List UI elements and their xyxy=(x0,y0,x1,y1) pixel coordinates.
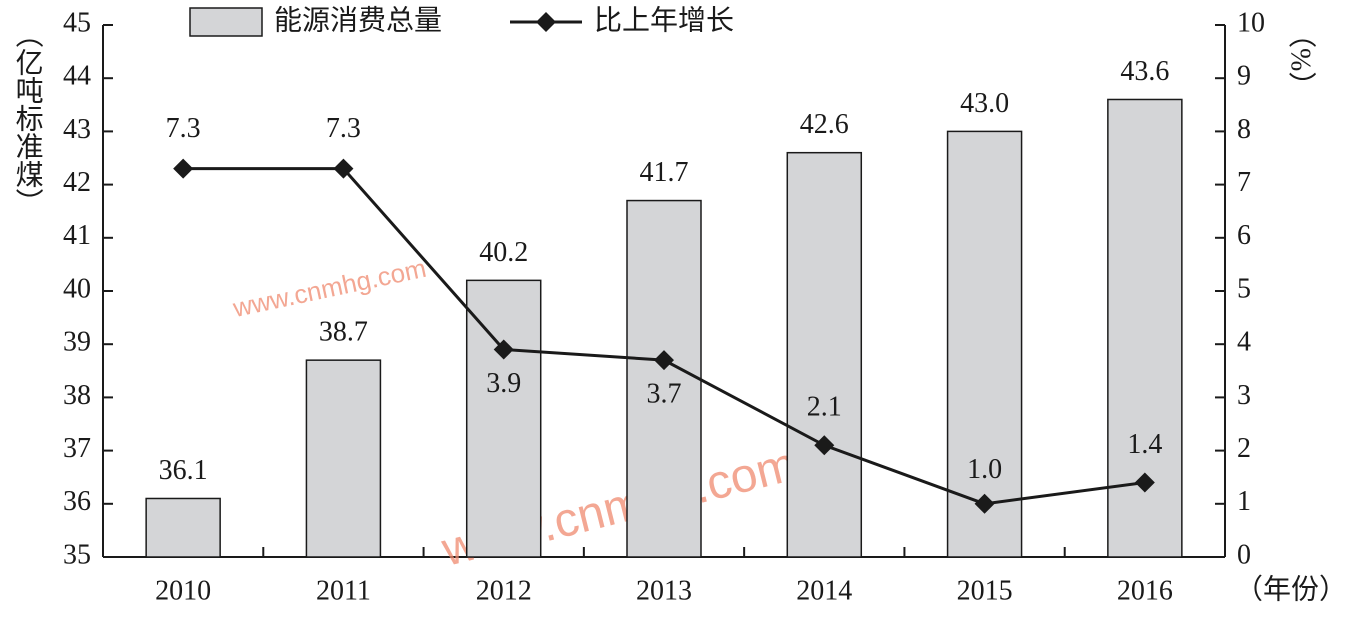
x-tick-label: 2014 xyxy=(796,575,852,606)
line-marker xyxy=(974,493,995,514)
bar xyxy=(946,130,1023,558)
bar-value-label: 36.1 xyxy=(159,455,208,486)
line-value-label: 7.3 xyxy=(326,113,361,144)
y2-tick-label: 1 xyxy=(1237,486,1251,517)
x-tick-label: 2011 xyxy=(316,575,371,606)
x-tick-label: 2012 xyxy=(476,575,532,606)
y2-tick-label: 0 xyxy=(1237,539,1251,570)
line-value-label: 3.7 xyxy=(647,379,682,410)
bar-value-label: 38.7 xyxy=(319,317,368,348)
bar-value-label: 41.7 xyxy=(640,157,689,188)
y-tick-label: 37 xyxy=(63,433,91,464)
y2-tick-label: 3 xyxy=(1237,380,1251,411)
bar-value-label: 43.0 xyxy=(960,88,1009,119)
legend-label: 能源消费总量 xyxy=(274,4,442,36)
y-tick-label: 44 xyxy=(63,61,91,92)
line-marker xyxy=(333,158,354,179)
legend-swatch xyxy=(189,7,263,37)
bar-value-label: 40.2 xyxy=(479,237,528,268)
x-tick-label: 2010 xyxy=(155,575,211,606)
y-tick-label: 41 xyxy=(63,220,91,251)
line-marker xyxy=(493,339,514,360)
line-marker xyxy=(173,158,194,179)
bar-value-label: 43.6 xyxy=(1120,56,1169,87)
line-value-label: 1.4 xyxy=(1127,429,1162,460)
bar xyxy=(786,151,863,558)
line-value-label: 3.9 xyxy=(486,368,521,399)
x-tick-label: 2016 xyxy=(1117,575,1173,606)
line-marker xyxy=(1134,472,1155,493)
bar xyxy=(1107,98,1183,558)
y2-tick-label: 6 xyxy=(1237,220,1251,251)
y-tick-label: 42 xyxy=(63,167,91,198)
watermark: www.cnmhg.com xyxy=(229,253,428,323)
bar-value-label: 42.6 xyxy=(800,109,849,140)
y-tick-label: 39 xyxy=(63,327,91,358)
bar xyxy=(305,359,382,558)
line-value-label: 2.1 xyxy=(807,392,842,423)
y-tick-label: 43 xyxy=(63,114,91,145)
y2-tick-label: 9 xyxy=(1237,61,1251,92)
y2-tick-label: 4 xyxy=(1237,327,1251,358)
y-tick-label: 45 xyxy=(63,7,91,38)
y2-axis-label: （%） xyxy=(1285,20,1317,99)
x-tick-label: 2015 xyxy=(957,575,1013,606)
bar xyxy=(145,497,221,558)
line-value-label: 1.0 xyxy=(967,454,1002,485)
y2-tick-label: 8 xyxy=(1237,114,1251,145)
y2-tick-label: 7 xyxy=(1237,167,1251,198)
bar xyxy=(465,279,542,558)
legend-marker xyxy=(536,12,556,32)
line-value-label: 7.3 xyxy=(166,113,201,144)
x-axis-label: （年份） xyxy=(1235,573,1347,605)
line-marker xyxy=(814,435,835,456)
x-tick-label: 2013 xyxy=(636,575,692,606)
y-tick-label: 35 xyxy=(63,539,91,570)
y-tick-label: 38 xyxy=(63,380,91,411)
y2-tick-label: 2 xyxy=(1237,433,1251,464)
line-marker xyxy=(654,350,674,371)
bar xyxy=(626,199,702,558)
y-tick-label: 40 xyxy=(63,273,91,304)
y-axis-label: （亿吨标准煤） xyxy=(12,20,44,216)
y2-tick-label: 10 xyxy=(1237,7,1265,38)
y2-tick-label: 5 xyxy=(1237,273,1251,304)
legend-label: 比上年增长 xyxy=(594,4,734,36)
y-tick-label: 36 xyxy=(63,486,91,517)
